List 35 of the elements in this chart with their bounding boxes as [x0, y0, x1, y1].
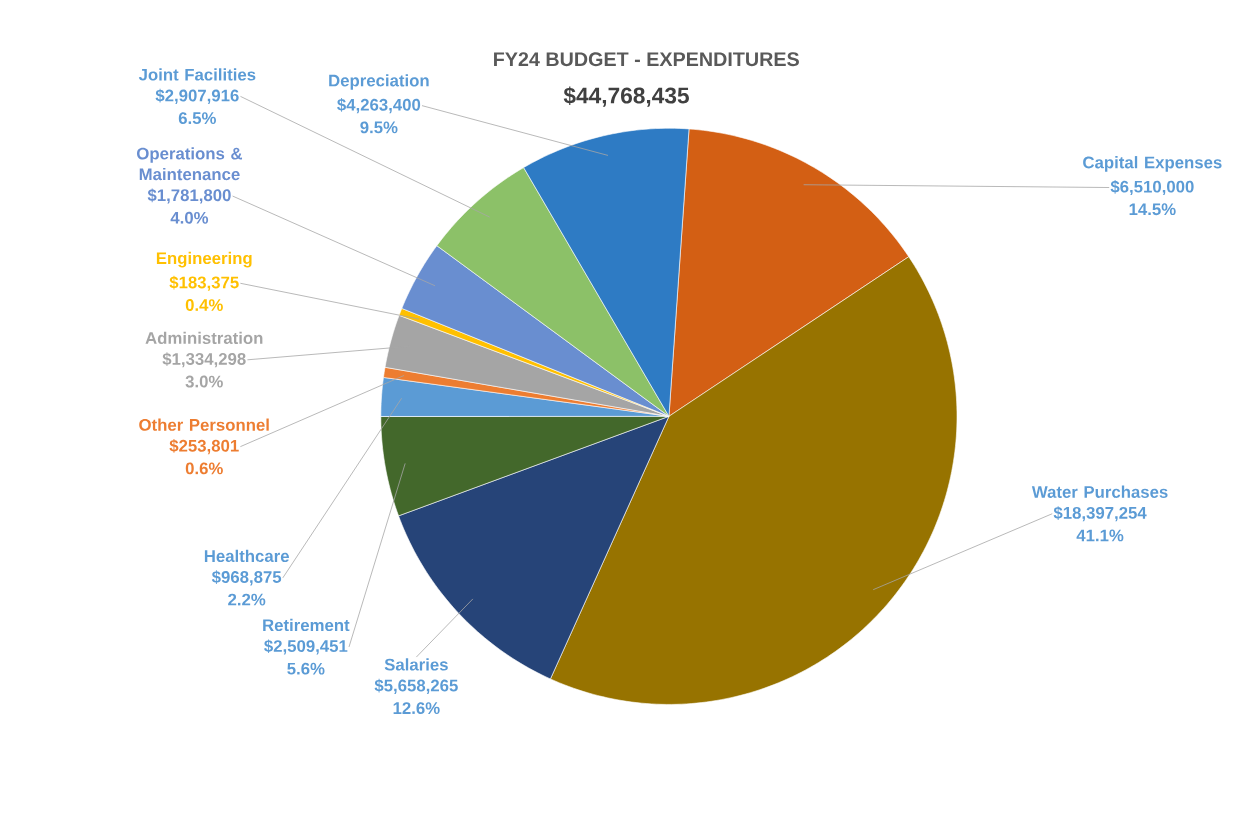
slice-label: Operations & Maintenance — [137, 147, 243, 181]
text: 0.4% — [185, 299, 223, 312]
text: 12.6% — [393, 702, 440, 715]
text: $44,768,435 — [563, 86, 689, 107]
data-label: $5,658,265 — [374, 678, 458, 694]
data-label: $2,907,916 — [155, 88, 239, 104]
chart-title: FY24 BUDGET - EXPENDITURES — [494, 52, 799, 67]
data-label: $1,334,298 — [162, 352, 246, 368]
slice-label: Administration — [145, 331, 263, 345]
data-label: $253,801 — [169, 439, 239, 455]
slice-label: Engineering — [156, 251, 252, 268]
slice-label: Depreciation — [329, 74, 429, 90]
text: 2.2% — [228, 593, 266, 606]
slice-label: Retirement — [263, 618, 350, 632]
slice-label: Water Purchases — [1031, 485, 1168, 498]
slice-label: Other Personnel — [139, 418, 269, 431]
text: 6.5% — [178, 112, 216, 125]
data-label: $18,397,254 — [1053, 506, 1147, 522]
text: 4.0% — [170, 211, 209, 224]
text: 0.6% — [185, 462, 223, 475]
text: 3.0% — [185, 375, 223, 388]
data-label: $1,781,800 — [147, 188, 231, 204]
data-label: $183,375 — [169, 275, 239, 291]
text: 5.6% — [287, 662, 325, 675]
data-label: $2,509,451 — [264, 639, 348, 655]
slice-label: Healthcare — [204, 549, 289, 563]
data-label: $4,263,400 — [337, 98, 421, 114]
slice-label: Capital Expenses — [1083, 156, 1222, 172]
data-label: $6,510,000 — [1110, 180, 1194, 196]
text: 9.5% — [360, 121, 398, 134]
text: 41.1% — [1076, 529, 1124, 542]
data-label: $968,875 — [211, 570, 282, 586]
slice-label: Salaries — [384, 658, 448, 671]
slice-label: Joint Facilities — [138, 68, 256, 81]
text: 14.5% — [1129, 203, 1176, 216]
